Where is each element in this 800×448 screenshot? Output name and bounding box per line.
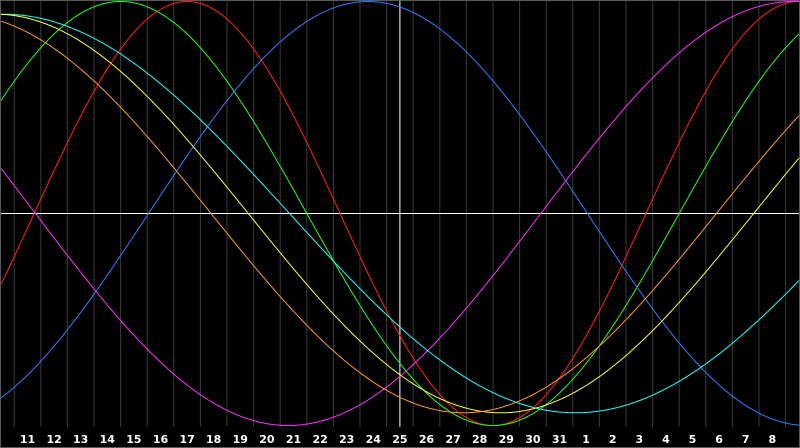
x-tick-label: 27 — [445, 433, 460, 446]
x-tick-label: 30 — [525, 433, 541, 446]
x-tick-label: 19 — [233, 433, 248, 446]
series-line-4 — [1, 1, 799, 427]
x-tick-label: 3 — [635, 433, 643, 446]
series-line-3 — [1, 1, 799, 426]
x-tick-label: 28 — [472, 433, 487, 446]
x-tick-label: 24 — [366, 433, 382, 446]
x-tick-label: 31 — [552, 433, 567, 446]
x-tick-label: 26 — [419, 433, 435, 446]
x-tick-label: 6 — [715, 433, 723, 446]
x-tick-label: 23 — [339, 433, 354, 446]
x-tick-label: 8 — [768, 433, 776, 446]
x-tick-label: 12 — [46, 433, 61, 446]
x-tick-label: 22 — [312, 433, 327, 446]
series-lines — [1, 1, 799, 427]
x-tick-label: 1 — [582, 433, 590, 446]
x-tick-label: 4 — [662, 433, 670, 446]
x-tick-label: 16 — [153, 433, 169, 446]
series-line-2 — [1, 1, 799, 427]
x-tick-label: 25 — [392, 433, 407, 446]
x-tick-label: 18 — [206, 433, 221, 446]
x-tick-label: 17 — [179, 433, 194, 446]
x-tick-label: 20 — [259, 433, 275, 446]
x-tick-label: 29 — [499, 433, 514, 446]
series-line-6 — [1, 13, 799, 414]
x-tick-label: 15 — [126, 433, 141, 446]
x-tick-label: 14 — [100, 433, 116, 446]
axes — [1, 1, 799, 427]
x-tick-label: 7 — [742, 433, 750, 446]
x-tick-label: 21 — [286, 433, 301, 446]
x-tick-labels: 11 12 13 14 15 16 17 18 19 20 21 22 23 24 25 26 27 28 29 30… — [20, 433, 776, 446]
x-tick-label: 11 — [20, 433, 35, 446]
series-line-7 — [1, 20, 799, 414]
x-tick-label: 13 — [73, 433, 88, 446]
series-line-1 — [1, 1, 799, 426]
series-line-5 — [1, 13, 799, 414]
x-tick-label: 2 — [609, 433, 617, 446]
x-tick-label: 5 — [689, 433, 697, 446]
